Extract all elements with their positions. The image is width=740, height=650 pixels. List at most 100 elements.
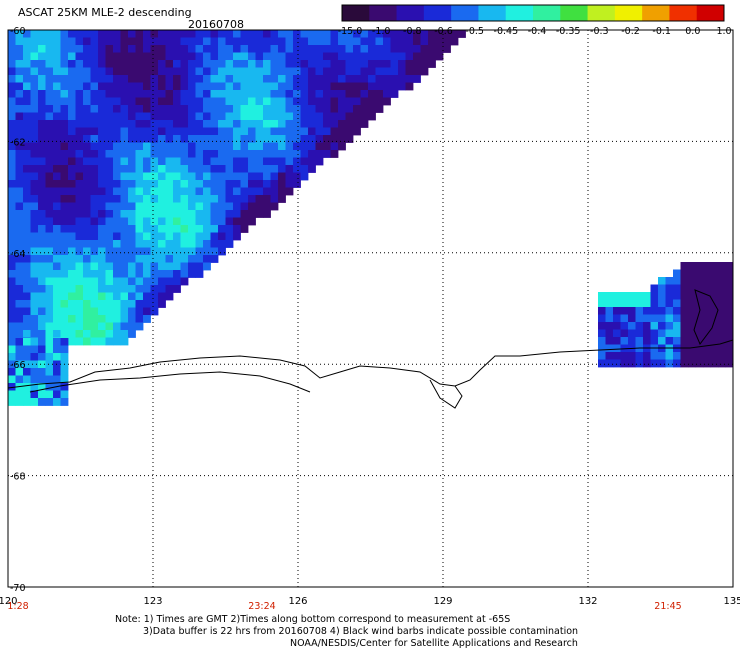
data-cell: [330, 52, 339, 61]
data-cell: [15, 247, 24, 256]
data-cell: [368, 75, 376, 83]
data-cell: [143, 210, 151, 218]
data-cell: [38, 120, 46, 128]
data-cell: [83, 277, 91, 286]
data-cell: [113, 150, 121, 158]
data-cell: [263, 60, 271, 68]
data-cell: [45, 360, 54, 369]
data-cell: [338, 45, 346, 53]
data-cell: [120, 277, 129, 286]
data-cell: [710, 262, 719, 270]
data-cell: [218, 165, 226, 173]
data-cell: [180, 52, 189, 61]
data-cell: [383, 52, 391, 61]
data-cell: [225, 90, 234, 98]
data-cell: [293, 75, 301, 83]
data-cell: [120, 180, 129, 188]
data-cell: [195, 112, 204, 121]
data-cell: [30, 375, 39, 384]
data-cell: [173, 277, 181, 286]
data-cell: [53, 232, 61, 241]
data-cell: [188, 97, 196, 106]
data-cell: [135, 127, 144, 136]
data-cell: [180, 120, 189, 128]
data-cell: [725, 359, 734, 368]
data-cell: [143, 180, 151, 188]
data-cell: [150, 240, 159, 248]
data-cell: [285, 105, 294, 113]
data-cell: [248, 60, 256, 68]
data-cell: [120, 195, 129, 203]
data-cell: [248, 105, 256, 113]
data-cell: [383, 30, 391, 38]
data-cell: [315, 142, 324, 151]
data-cell: [30, 255, 39, 263]
data-cell: [240, 37, 249, 46]
data-cell: [15, 45, 24, 53]
data-cell: [180, 270, 189, 278]
data-cell: [210, 45, 219, 53]
data-cell: [105, 187, 114, 196]
data-cell: [135, 75, 144, 83]
map-date: 20160708: [188, 18, 244, 31]
data-cell: [195, 217, 204, 226]
data-cell: [53, 195, 61, 203]
data-cell: [255, 112, 264, 121]
data-cell: [225, 30, 234, 38]
data-cell: [435, 37, 444, 46]
data-cell: [68, 285, 76, 293]
data-cell: [338, 112, 346, 121]
latitude-labels: -60-62-64-66-68-70: [10, 26, 26, 594]
data-cell: [38, 52, 46, 61]
data-cell: [285, 37, 294, 46]
data-cell: [75, 157, 84, 166]
data-cell: [173, 210, 181, 218]
data-cell: [105, 82, 114, 91]
data-cell: [315, 60, 324, 68]
data-cell: [368, 90, 376, 98]
data-cell: [135, 165, 144, 173]
data-cell: [225, 180, 234, 188]
footer-note-2: 3)Data buffer is 22 hrs from 20160708 4)…: [143, 626, 579, 637]
data-cell: [150, 225, 159, 233]
data-cell: [75, 67, 84, 76]
data-cell: [225, 135, 234, 143]
data-cell: [398, 45, 406, 53]
data-cell: [180, 45, 189, 53]
data-cell: [360, 52, 369, 61]
data-cell: [15, 165, 24, 173]
data-cell: [203, 172, 211, 181]
data-cell: [180, 172, 189, 181]
lat-label: -66: [10, 360, 26, 371]
data-cell: [703, 292, 711, 300]
data-cell: [680, 307, 689, 315]
data-cell: [658, 359, 666, 368]
data-cell: [83, 262, 91, 271]
data-cell: [188, 120, 196, 128]
data-cell: [165, 135, 174, 143]
data-cell: [270, 75, 279, 83]
data-cell: [270, 157, 279, 166]
data-cell: [218, 105, 226, 113]
data-cell: [233, 90, 241, 98]
data-cell: [195, 255, 204, 263]
data-cell: [23, 307, 31, 316]
data-cell: [405, 37, 414, 46]
data-cell: [23, 187, 31, 196]
data-cell: [150, 165, 159, 173]
data-cell: [173, 172, 181, 181]
data-cell: [45, 75, 54, 83]
data-cell: [240, 82, 249, 91]
data-cell: [188, 262, 196, 271]
colorbar-label: -0.5: [465, 26, 484, 37]
data-cell: [375, 97, 384, 106]
colorbar-label: -0.1: [652, 26, 671, 37]
data-cell: [628, 352, 636, 360]
data-cell: [135, 45, 144, 53]
data-cell: [173, 157, 181, 166]
data-cell: [15, 345, 24, 354]
data-cell: [75, 322, 84, 331]
data-cell: [150, 217, 159, 226]
data-cell: [165, 217, 174, 226]
data-cell: [120, 217, 129, 226]
